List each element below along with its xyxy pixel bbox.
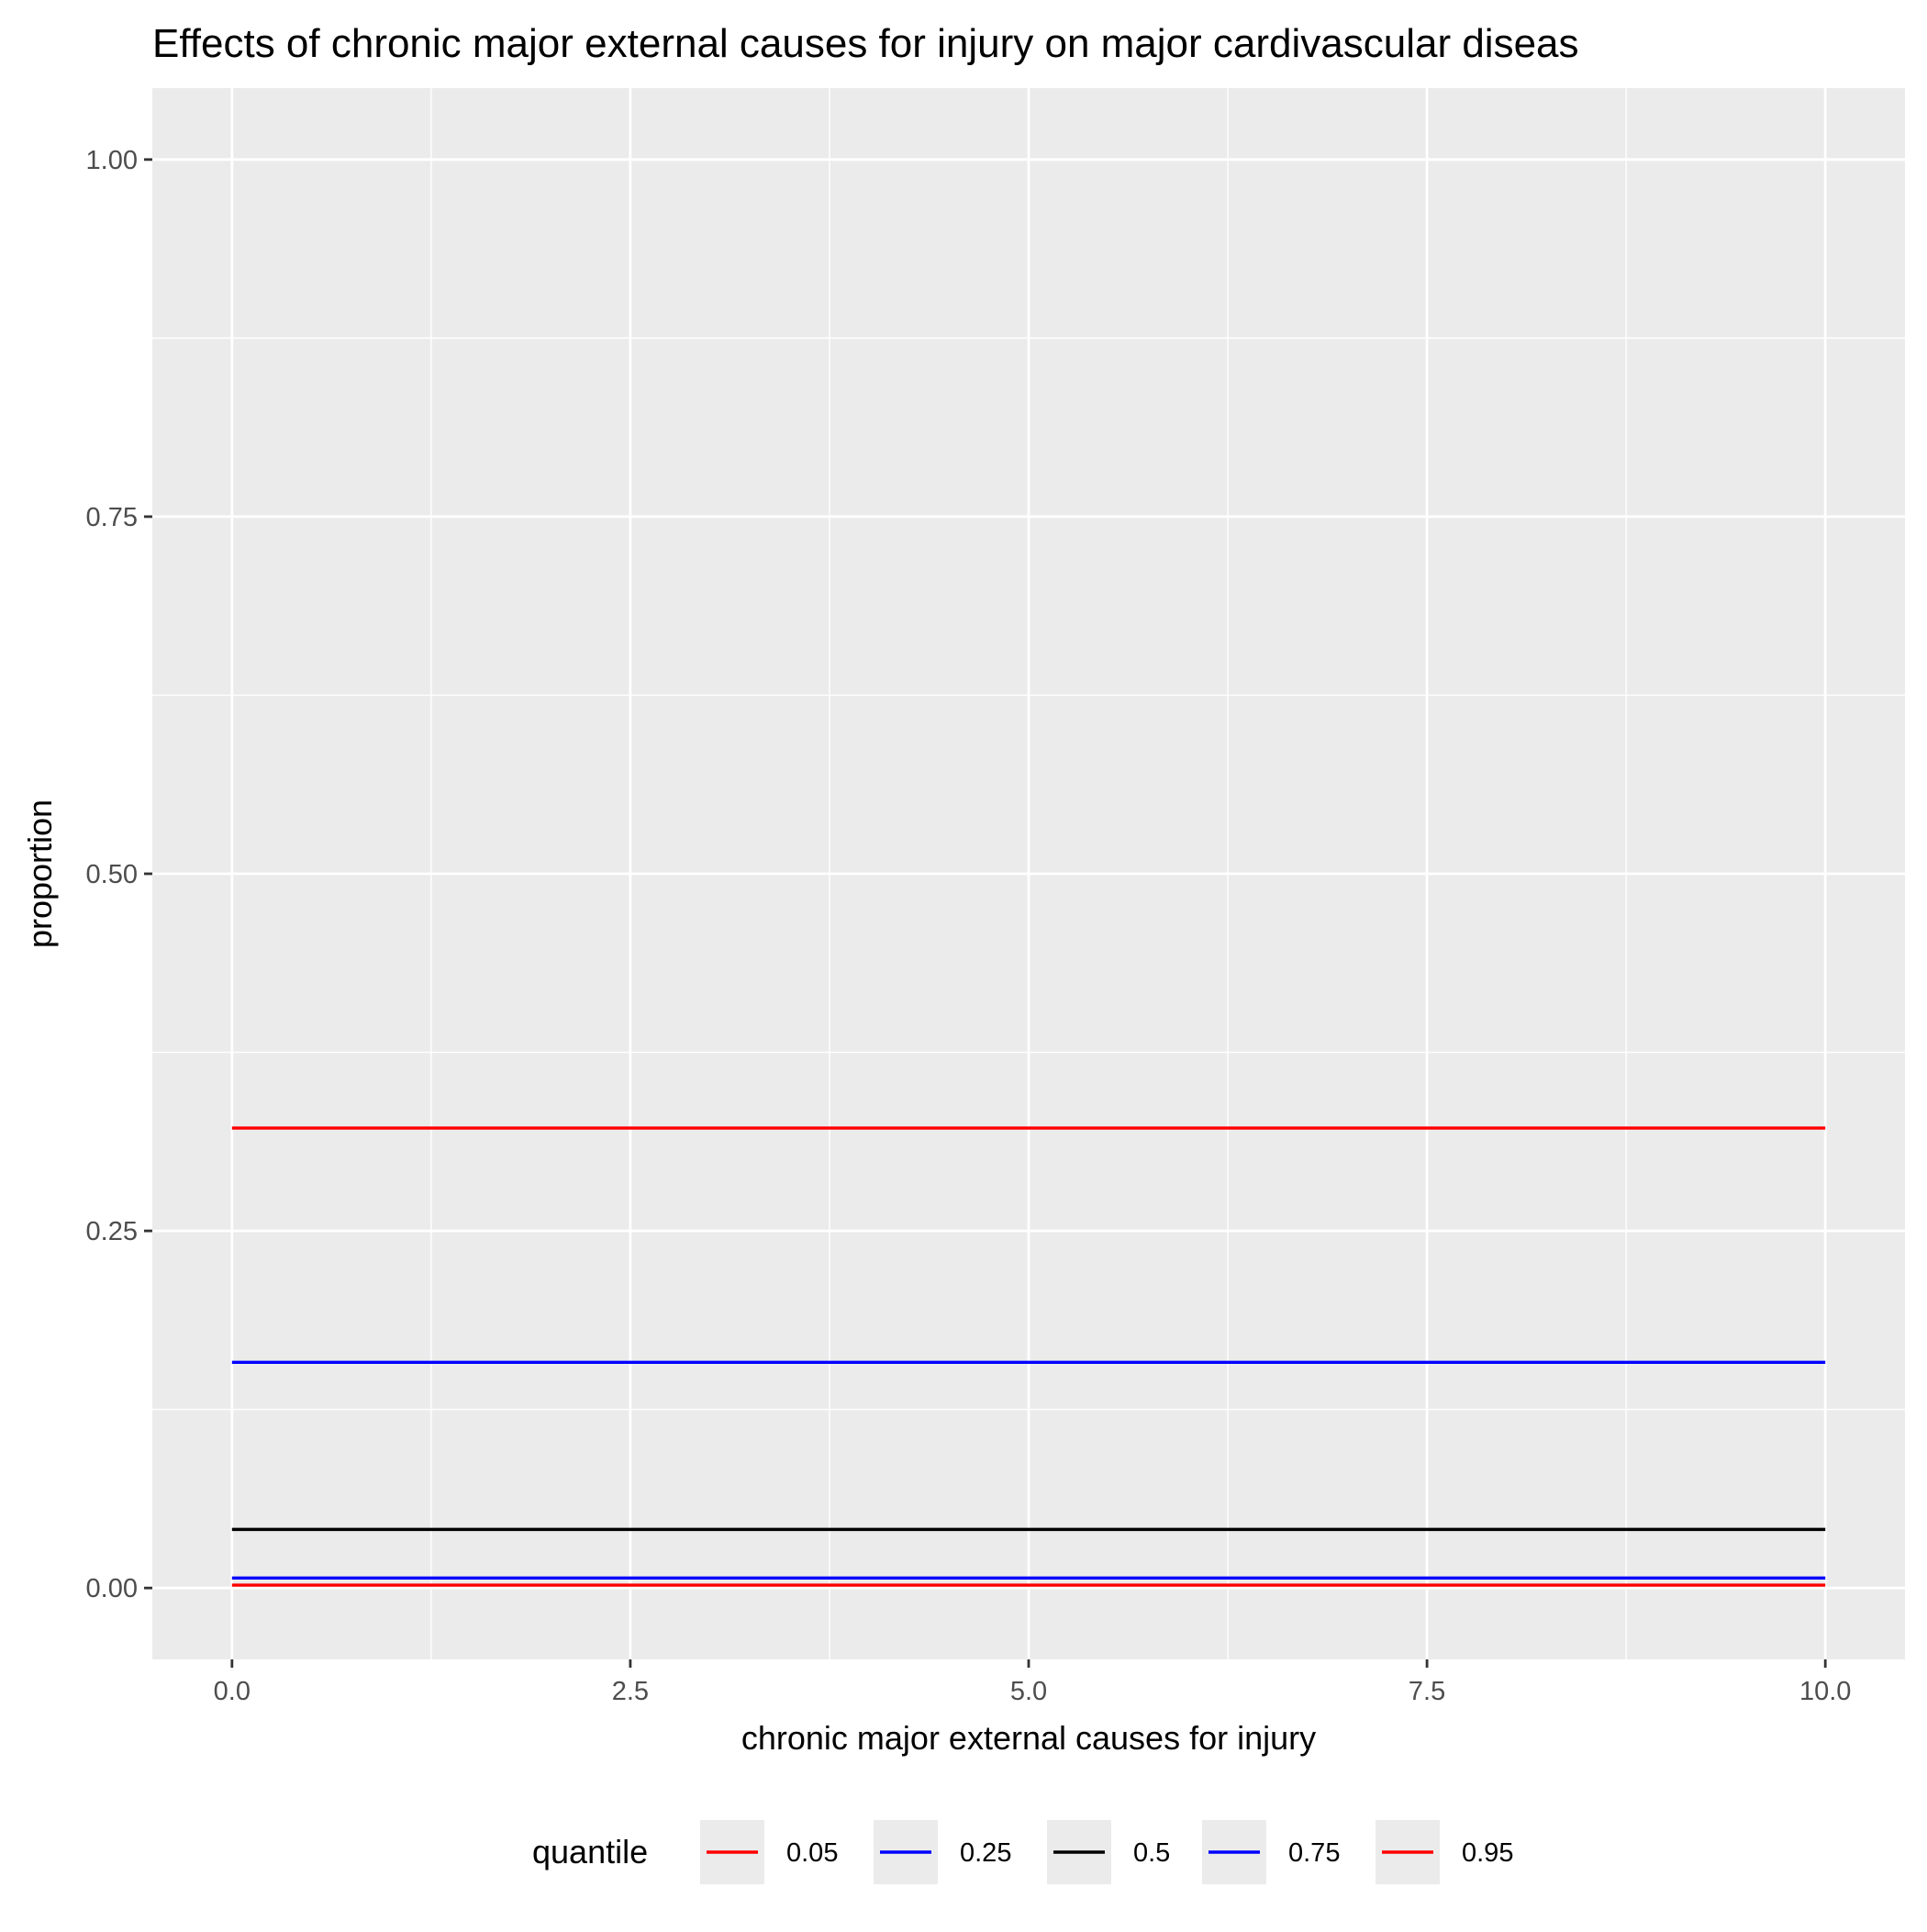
x-tick-label: 0.0 bbox=[214, 1677, 251, 1706]
legend-label-0.05: 0.05 bbox=[786, 1838, 838, 1868]
x-tick-label: 2.5 bbox=[612, 1677, 649, 1706]
y-tick-label: 1.00 bbox=[86, 146, 138, 175]
legend-label-0.25: 0.25 bbox=[960, 1838, 1011, 1868]
legend: quantile 0.05 0.25 0.5 0.75 0.95 bbox=[532, 1820, 1513, 1884]
legend-items: 0.05 0.25 0.5 0.75 0.95 bbox=[700, 1820, 1513, 1884]
x-axis-label: chronic major external causes for injury bbox=[741, 1719, 1316, 1757]
x-tick-label: 10.0 bbox=[1799, 1677, 1851, 1706]
x-tick-label: 5.0 bbox=[1010, 1677, 1047, 1706]
y-axis: 0.00 0.25 0.50 0.75 1.00 bbox=[86, 146, 152, 1603]
series-lines bbox=[231, 1126, 1826, 1587]
x-axis: 0.0 2.5 5.0 7.5 10.0 bbox=[214, 1659, 1851, 1706]
major-grid bbox=[152, 88, 1905, 1659]
legend-label-0.95: 0.95 bbox=[1462, 1838, 1513, 1868]
y-tick-label: 0.75 bbox=[86, 503, 138, 532]
y-tick-label: 0.00 bbox=[86, 1574, 138, 1603]
x-tick-label: 7.5 bbox=[1409, 1677, 1445, 1706]
legend-title: quantile bbox=[532, 1833, 648, 1871]
y-tick-label: 0.25 bbox=[86, 1217, 138, 1246]
legend-label-0.5: 0.5 bbox=[1133, 1838, 1170, 1868]
y-tick-label: 0.50 bbox=[86, 860, 138, 889]
chart-title: Effects of chronic major external causes… bbox=[152, 21, 1579, 66]
legend-label-0.75: 0.75 bbox=[1288, 1838, 1340, 1868]
y-axis-label: proportion bbox=[21, 799, 59, 948]
